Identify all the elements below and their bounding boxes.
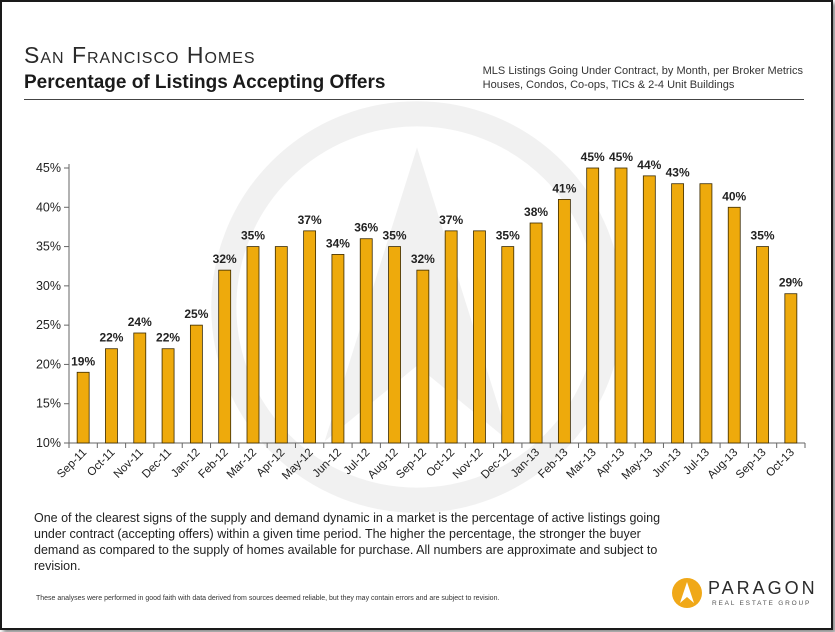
- x-tick-label: Nov-12: [451, 447, 486, 482]
- data-label: 37%: [298, 213, 322, 227]
- bar: [699, 183, 713, 444]
- bar: [671, 183, 685, 444]
- bar: [642, 175, 656, 444]
- data-label: 24%: [128, 315, 152, 329]
- data-label: 38%: [524, 205, 548, 219]
- x-tick-label: Nov-11: [112, 447, 146, 481]
- bar: [586, 167, 600, 444]
- bar: [274, 246, 288, 444]
- data-label: 44%: [637, 158, 661, 172]
- x-tick-label: Jun-13: [650, 447, 683, 480]
- data-label: 41%: [552, 181, 576, 195]
- bar: [756, 246, 769, 444]
- disclaimer-text: These analyses were performed in good fa…: [36, 595, 500, 602]
- data-label: 37%: [439, 213, 463, 227]
- data-label: 22%: [156, 331, 180, 345]
- y-tick-label: 30%: [36, 279, 61, 293]
- x-tick-label: Dec-11: [140, 447, 174, 481]
- bar: [727, 206, 741, 444]
- y-tick-label: 15%: [36, 397, 61, 411]
- x-tick-label: May-12: [280, 447, 316, 483]
- data-label: 45%: [581, 150, 605, 164]
- y-tick-label: 35%: [36, 240, 61, 254]
- bar: [76, 371, 90, 444]
- y-tick-label: 25%: [36, 318, 61, 332]
- x-tick-label: Aug-13: [706, 447, 741, 482]
- data-label: 35%: [241, 229, 265, 243]
- bar: [416, 269, 430, 444]
- x-tick-label: Jan-13: [509, 447, 542, 480]
- bar: [246, 246, 260, 444]
- data-label: 34%: [326, 236, 350, 250]
- x-tick-label: Feb-12: [197, 447, 231, 481]
- bar: [388, 246, 401, 444]
- title-divider: [24, 99, 804, 100]
- data-label: 22%: [99, 331, 123, 345]
- source-line-2: Houses, Condos, Co-ops, TICs & 2-4 Unit …: [482, 79, 735, 91]
- data-label: 45%: [609, 150, 633, 164]
- x-tick-label: Jun-12: [311, 447, 344, 480]
- logo-name: PARAGON: [708, 578, 818, 598]
- logo-tagline: REAL ESTATE GROUP: [712, 600, 812, 607]
- bar: [614, 167, 628, 444]
- y-tick-label: 20%: [36, 357, 61, 371]
- x-tick-label: Dec-12: [479, 447, 514, 482]
- bar: [501, 246, 515, 444]
- y-tick-label: 45%: [36, 161, 61, 175]
- data-label: 32%: [411, 252, 435, 266]
- bar: [303, 230, 317, 444]
- data-label: 35%: [751, 229, 775, 243]
- bar: [473, 230, 486, 444]
- x-tick-label: Mar-13: [565, 447, 599, 481]
- bar: [133, 332, 147, 444]
- data-label: 19%: [71, 354, 95, 368]
- x-tick-label: Feb-13: [536, 447, 570, 481]
- y-tick-label: 40%: [36, 200, 61, 214]
- bar: [189, 324, 203, 444]
- paragon-logo: PARAGON REAL ESTATE GROUP: [670, 574, 820, 614]
- bar: [359, 238, 373, 444]
- data-label: 29%: [779, 276, 803, 290]
- chart-description: One of the clearest signs of the supply …: [34, 511, 661, 573]
- bar: [105, 348, 118, 444]
- source-note: MLS Listings Going Under Contract, by Mo…: [483, 64, 803, 92]
- bar: [784, 293, 798, 444]
- data-label: 35%: [383, 229, 407, 243]
- data-label: 25%: [184, 307, 208, 321]
- data-label: 43%: [666, 166, 690, 180]
- chart-subtitle: Percentage of Listings Accepting Offers: [24, 72, 386, 93]
- bar: [218, 269, 232, 444]
- bar: [444, 230, 458, 444]
- source-line-1: MLS Listings Going Under Contract, by Mo…: [482, 65, 803, 77]
- bar: [557, 199, 571, 444]
- bar: [161, 348, 175, 444]
- x-tick-label: May-13: [620, 447, 656, 483]
- x-tick-label: Mar-12: [225, 447, 259, 481]
- data-label: 35%: [496, 229, 520, 243]
- x-tick-label: Sep-12: [394, 447, 429, 482]
- bar: [331, 254, 345, 444]
- data-label: 40%: [722, 189, 746, 203]
- x-tick-label: Oct-13: [764, 447, 797, 480]
- x-tick-label: Aug-12: [366, 447, 401, 482]
- data-label: 32%: [213, 252, 237, 266]
- bar: [529, 222, 543, 444]
- x-tick-label: Jan-12: [169, 447, 202, 480]
- x-tick-label: Sep-13: [734, 447, 769, 482]
- y-tick-label: 10%: [36, 436, 61, 450]
- paragon-logo-icon: [672, 578, 702, 608]
- data-label: 36%: [354, 221, 378, 235]
- chart-title: San Francisco Homes: [24, 42, 256, 68]
- x-tick-label: Sep-11: [55, 447, 89, 481]
